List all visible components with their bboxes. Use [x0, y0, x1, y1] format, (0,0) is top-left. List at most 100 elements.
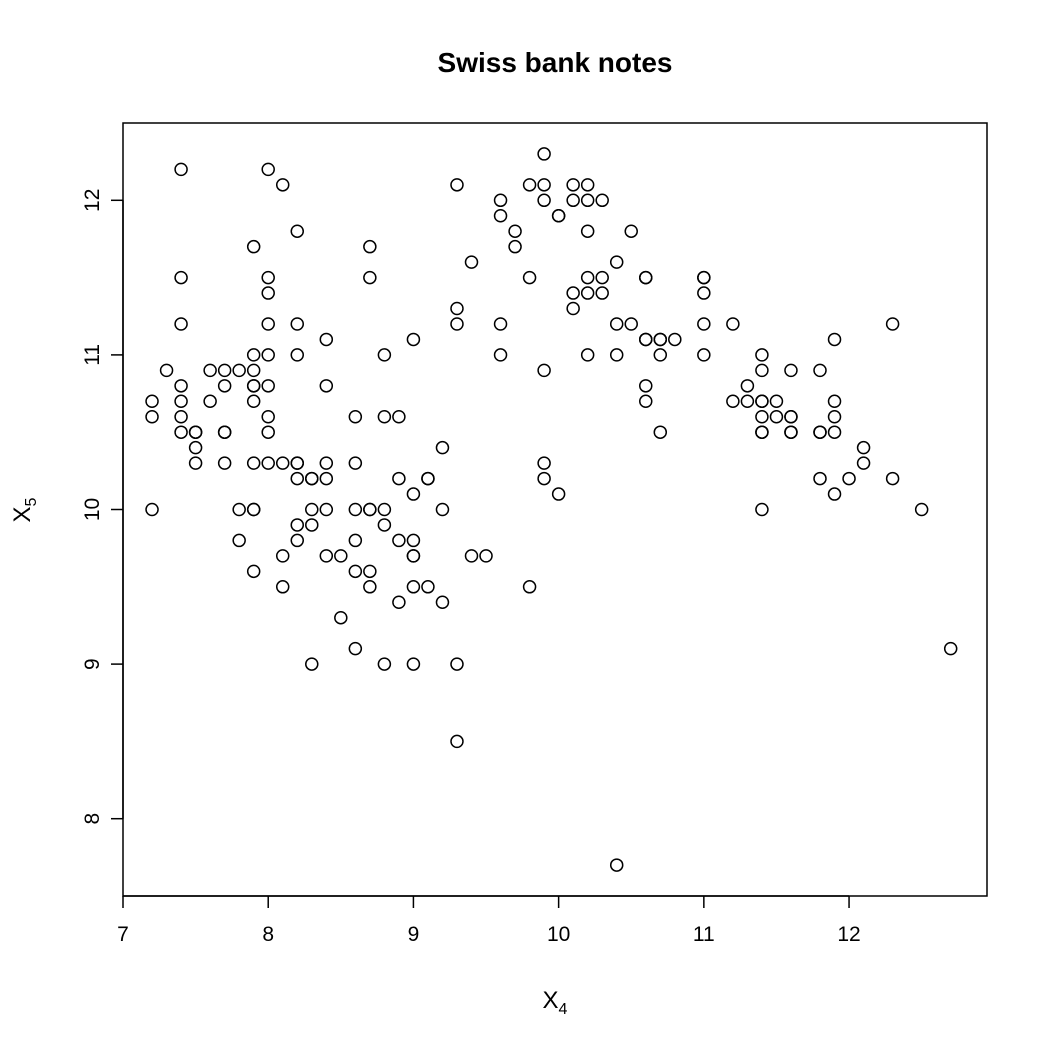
data-point: [580, 193, 595, 208]
data-point: [348, 502, 363, 517]
data-point: [755, 348, 769, 362]
y-tick-label: 10: [81, 498, 104, 521]
data-point: [697, 348, 711, 362]
data-point: [377, 409, 392, 424]
data-point: [319, 549, 334, 563]
data-point: [609, 858, 624, 872]
data-point: [305, 471, 319, 486]
data-point: [319, 471, 334, 486]
data-point: [566, 286, 580, 300]
data-point: [145, 394, 159, 409]
data-point: [232, 502, 246, 517]
x-tick-label: 9: [408, 923, 420, 946]
data-point: [392, 595, 406, 610]
data-point: [406, 580, 421, 594]
data-point: [580, 286, 595, 300]
data-point: [580, 348, 595, 362]
data-point: [188, 440, 203, 455]
data-point: [246, 502, 261, 517]
data-point: [856, 440, 871, 455]
data-point: [493, 317, 508, 331]
data-point: [246, 564, 261, 579]
data-point: [261, 286, 275, 300]
data-point: [668, 332, 682, 347]
data-point: [261, 348, 275, 362]
data-point: [943, 641, 958, 656]
data-point: [450, 734, 464, 749]
data-point: [784, 425, 798, 439]
data-point: [159, 363, 174, 378]
data-point: [363, 239, 377, 254]
data-point: [755, 425, 769, 439]
data-point: [827, 409, 842, 424]
data-point: [290, 348, 305, 362]
data-point: [334, 549, 348, 563]
data-point: [580, 178, 595, 192]
data-point: [363, 564, 377, 579]
data-point: [145, 502, 159, 517]
data-point: [406, 332, 421, 347]
data-point: [334, 610, 348, 625]
data-point: [290, 533, 305, 548]
data-point: [290, 456, 305, 470]
data-point: [348, 641, 363, 656]
data-point: [435, 595, 450, 610]
data-point: [232, 363, 246, 378]
data-point: [377, 348, 392, 362]
data-point: [217, 379, 232, 393]
data-point: [145, 409, 159, 424]
data-point: [246, 379, 261, 393]
data-point: [508, 239, 522, 254]
data-point: [813, 363, 827, 378]
data-point: [305, 518, 319, 532]
data-point: [435, 440, 450, 455]
y-axis-label-base: X: [9, 506, 36, 522]
data-point: [305, 502, 319, 517]
data-point: [203, 394, 217, 409]
data-point: [609, 348, 624, 362]
data-point: [537, 471, 551, 486]
data-point: [827, 332, 842, 347]
data-point: [450, 301, 464, 316]
data-point: [275, 456, 290, 470]
data-point: [914, 502, 929, 517]
data-point: [377, 657, 392, 671]
data-point: [363, 502, 377, 517]
data-point: [319, 502, 334, 517]
data-point: [217, 456, 232, 470]
data-point: [275, 178, 290, 192]
data-point: [406, 487, 421, 501]
data-point: [319, 379, 334, 393]
data-point: [464, 255, 479, 269]
data-point: [261, 379, 275, 393]
data-point: [537, 363, 551, 378]
data-point: [639, 270, 653, 285]
data-point: [479, 549, 493, 563]
y-tick-label: 12: [81, 189, 104, 212]
data-point: [726, 394, 740, 409]
data-point: [595, 286, 609, 300]
data-point: [522, 270, 537, 285]
data-point: [174, 270, 188, 285]
data-point: [246, 239, 261, 254]
data-point: [246, 394, 261, 409]
x-axis-label: X4: [543, 987, 568, 1018]
data-point: [508, 224, 522, 238]
data-point: [406, 549, 421, 563]
data-point: [639, 379, 653, 393]
data-point: [246, 363, 261, 378]
data-point: [188, 425, 203, 439]
data-point: [290, 317, 305, 331]
data-point: [421, 580, 435, 594]
data-point: [755, 502, 769, 517]
data-point: [856, 456, 871, 470]
data-point: [697, 270, 711, 285]
data-point: [275, 580, 290, 594]
data-point: [580, 224, 595, 238]
x-tick-label: 7: [117, 923, 129, 946]
data-points: [145, 147, 958, 872]
data-point: [653, 425, 668, 439]
data-point: [261, 317, 275, 331]
y-tick-label: 8: [81, 813, 104, 825]
